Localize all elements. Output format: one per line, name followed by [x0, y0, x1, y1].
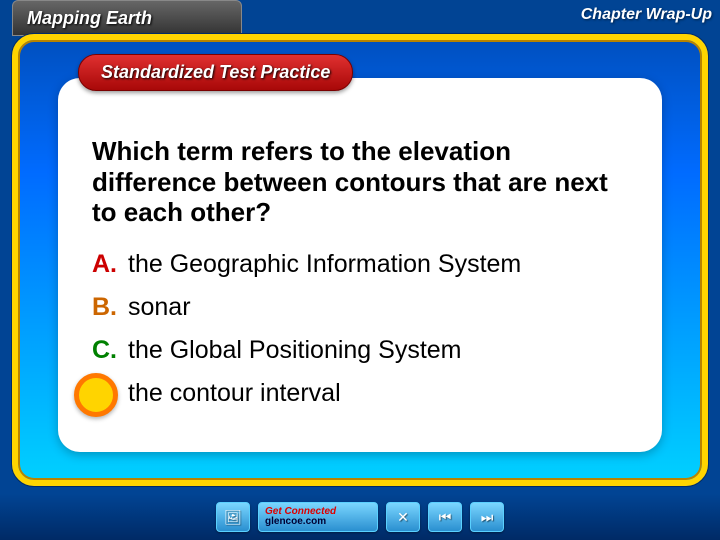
- close-icon: ✕: [397, 509, 409, 526]
- back-button[interactable]: ⏮: [428, 502, 462, 532]
- chapter-title: Mapping Earth: [27, 8, 152, 29]
- answer-letter-a: A.: [92, 250, 128, 279]
- chapter-tab: Mapping Earth: [12, 0, 242, 36]
- answer-option-d[interactable]: D. the contour interval: [92, 379, 628, 408]
- get-connected-button[interactable]: Get Connected glencoe.com: [258, 502, 378, 532]
- std-pill-label: Standardized Test Practice: [101, 62, 330, 82]
- close-button[interactable]: ✕: [386, 502, 420, 532]
- answer-text-b: sonar: [128, 293, 191, 322]
- answer-letter-c: C.: [92, 336, 128, 365]
- get-connected-url: glencoe.com: [265, 517, 326, 527]
- image-icon: 🖼: [224, 509, 242, 526]
- question-text: Which term refers to the elevation diffe…: [92, 136, 628, 228]
- forward-icon: ⏭: [481, 509, 494, 526]
- content-frame: Standardized Test Practice Which term re…: [12, 34, 708, 486]
- answer-text-a: the Geographic Information System: [128, 250, 521, 279]
- forward-button[interactable]: ⏭: [470, 502, 504, 532]
- standardized-test-pill: Standardized Test Practice: [78, 54, 353, 91]
- answer-text-c: the Global Positioning System: [128, 336, 462, 365]
- question-card: Standardized Test Practice Which term re…: [58, 78, 662, 452]
- image-button[interactable]: 🖼: [216, 502, 250, 532]
- answer-option-c[interactable]: C. the Global Positioning System: [92, 336, 628, 365]
- answer-option-b[interactable]: B. sonar: [92, 293, 628, 322]
- answer-letter-b: B.: [92, 293, 128, 322]
- chapter-wrapup-label: Chapter Wrap-Up: [581, 6, 712, 24]
- answer-option-a[interactable]: A. the Geographic Information System: [92, 250, 628, 279]
- back-icon: ⏮: [439, 509, 452, 526]
- answer-text-d: the contour interval: [128, 379, 341, 408]
- correct-answer-marker-icon: [74, 373, 118, 417]
- answer-list: A. the Geographic Information System B. …: [92, 250, 628, 408]
- bottom-nav-bar: 🖼 Get Connected glencoe.com ✕ ⏮ ⏭: [0, 494, 720, 540]
